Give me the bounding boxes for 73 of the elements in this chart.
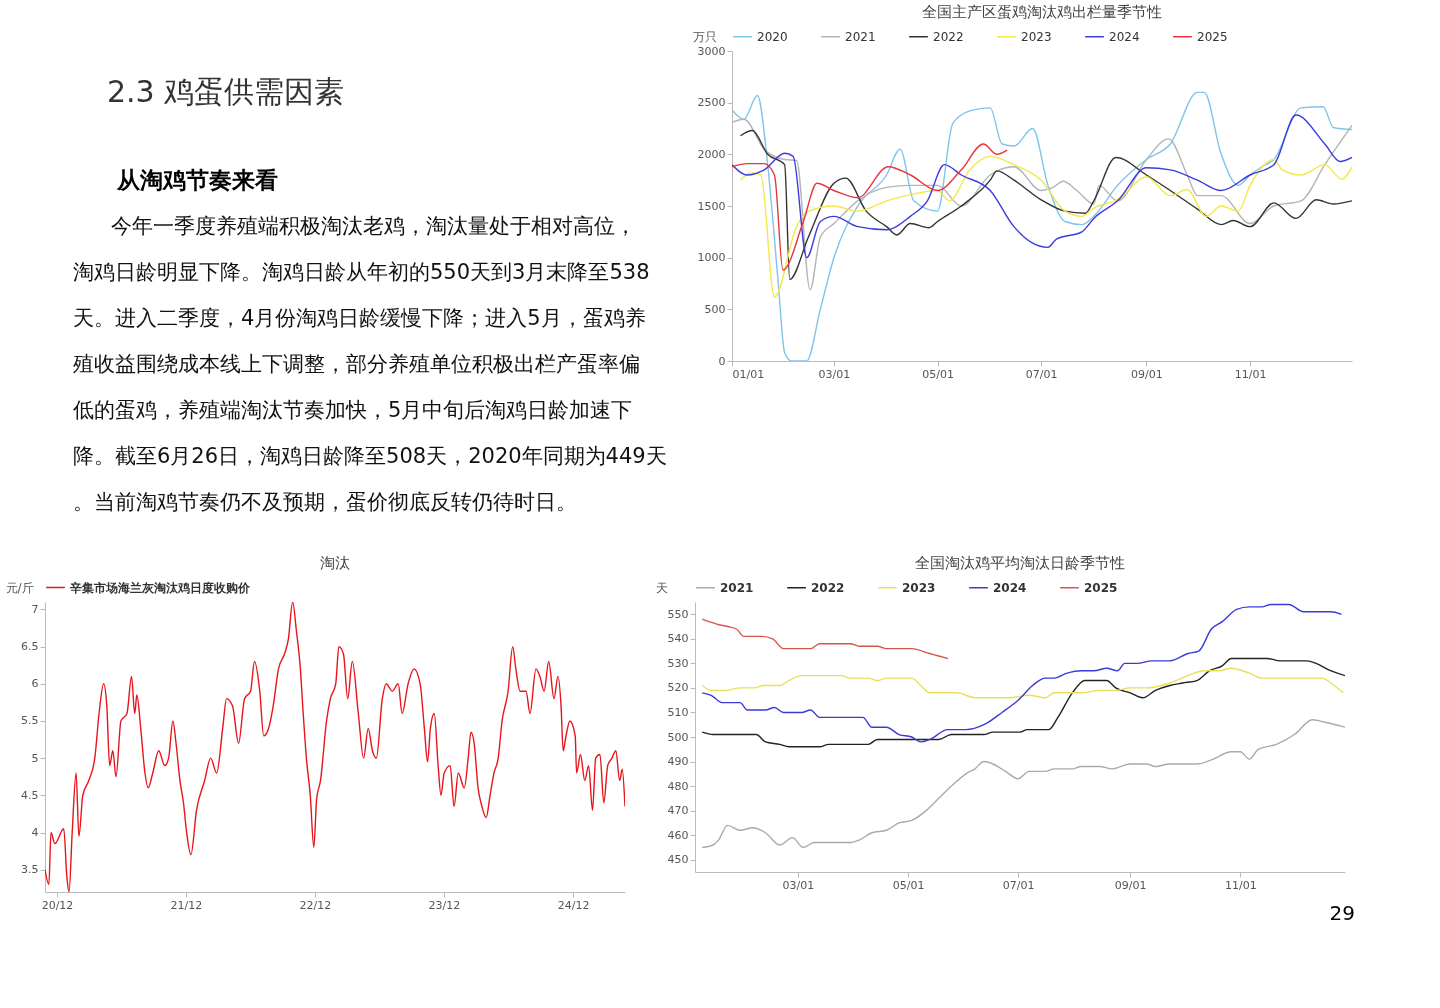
legend-label: 2022: [811, 580, 845, 595]
chart-title: 淘汰: [320, 554, 350, 572]
line-series: [701, 603, 1343, 743]
text: 2.3 鸡蛋供需因素: [107, 74, 345, 109]
y-tick-label: 4: [31, 826, 39, 840]
line-series: [701, 618, 949, 660]
line-series: [732, 143, 1008, 271]
line-series: [45, 602, 625, 892]
y-tick-label: 1500: [697, 199, 726, 213]
y-tick-label: 530: [667, 656, 689, 670]
y-tick-label: 3000: [697, 44, 726, 58]
y-tick-label: 5.5: [21, 714, 39, 728]
x-tick-label: 11/01: [1234, 367, 1267, 381]
y-tick-label: 540: [667, 632, 689, 646]
y-tick-label: 6: [31, 677, 39, 691]
y-tick-label: 500: [704, 302, 726, 316]
y-tick-label: 2500: [697, 96, 726, 110]
text: 从淘鸡节奏来看: [116, 167, 278, 193]
y-tick-label: 4.5: [21, 788, 39, 802]
x-tick-label: 24/12: [557, 898, 590, 912]
y-axis-title: 天: [655, 580, 668, 595]
y-tick-label: 500: [667, 730, 689, 744]
legend-label: 2024: [1109, 29, 1140, 44]
legend-label: 2025: [1197, 29, 1228, 44]
legend-label: 2021: [720, 580, 754, 595]
legend-label: 辛集市场海兰灰淘汰鸡日度收购价: [69, 580, 251, 595]
x-tick-label: 03/01: [818, 367, 851, 381]
legend-label: 2023: [902, 580, 936, 595]
legend-label: 2020: [757, 29, 788, 44]
x-tick-label: 21/12: [170, 898, 203, 912]
line-series: [701, 657, 1345, 748]
y-tick-label: 510: [667, 705, 689, 719]
legend-label: 2023: [1021, 29, 1052, 44]
legend-label: 2025: [1084, 580, 1118, 595]
y-axis-title: 元/斤: [5, 580, 34, 595]
line-series: [701, 667, 1344, 699]
x-tick-label: 03/01: [782, 878, 815, 892]
x-tick-label: 07/01: [1002, 878, 1035, 892]
x-tick-label: 07/01: [1025, 367, 1058, 381]
text: 29: [1329, 901, 1355, 925]
y-tick-label: 490: [667, 755, 689, 769]
x-tick-label: 05/01: [892, 878, 925, 892]
line-series: [739, 155, 1352, 298]
x-tick-label: 20/12: [41, 898, 74, 912]
x-tick-label: 09/01: [1131, 367, 1163, 381]
y-tick-label: 0: [718, 354, 726, 368]
y-tick-label: 6.5: [21, 640, 39, 654]
x-tick-label: 01/01: [732, 367, 765, 381]
y-tick-label: 7: [31, 602, 39, 616]
line-series: [701, 719, 1345, 849]
y-tick-label: 550: [667, 607, 689, 621]
y-tick-label: 470: [667, 804, 689, 818]
x-tick-label: 22/12: [299, 898, 332, 912]
x-tick-label: 23/12: [428, 898, 461, 912]
y-tick-label: 1000: [697, 251, 726, 265]
legend-label: 2021: [845, 29, 876, 44]
y-tick-label: 520: [667, 681, 689, 695]
y-tick-label: 5: [31, 751, 39, 765]
y-axis-title: 万只: [692, 29, 717, 44]
x-tick-label: 09/01: [1114, 878, 1147, 892]
chart-title: 全国淘汰鸡平均淘汰日龄季节性: [915, 554, 1125, 572]
x-tick-label: 11/01: [1224, 878, 1257, 892]
y-tick-label: 460: [667, 828, 689, 842]
legend-label: 2024: [993, 580, 1027, 595]
legend-label: 2022: [933, 29, 964, 44]
chart-title: 全国主产区蛋鸡淘汰鸡出栏量季节性: [922, 3, 1162, 21]
y-tick-label: 450: [667, 853, 689, 867]
y-tick-label: 3.5: [21, 863, 39, 877]
x-tick-label: 05/01: [922, 367, 954, 381]
text: 今年一季度养殖端积极淘汰老鸡，淘汰量处于相对高位，淘鸡日龄明显下降。淘鸡日龄从年初的550天到3月末降至538天。进入二季度，4月份淘鸡日龄缓慢下降；进入5月，蛋鸡养殖收益围绕成本线上下调整，部分养殖单位积极出栏产蛋率偏低的蛋鸡，养殖端淘汰节奏加快，5月中旬后淘鸡日龄加速下降。截至6月26日，淘鸡日龄降至508天，2020年同期为449天。当前淘鸡节奏仍不及预期，蛋价彻底反转仍待时日。: [73, 214, 667, 514]
line-series: [732, 114, 1352, 259]
y-tick-label: 480: [667, 779, 689, 793]
y-tick-label: 2000: [697, 147, 726, 161]
